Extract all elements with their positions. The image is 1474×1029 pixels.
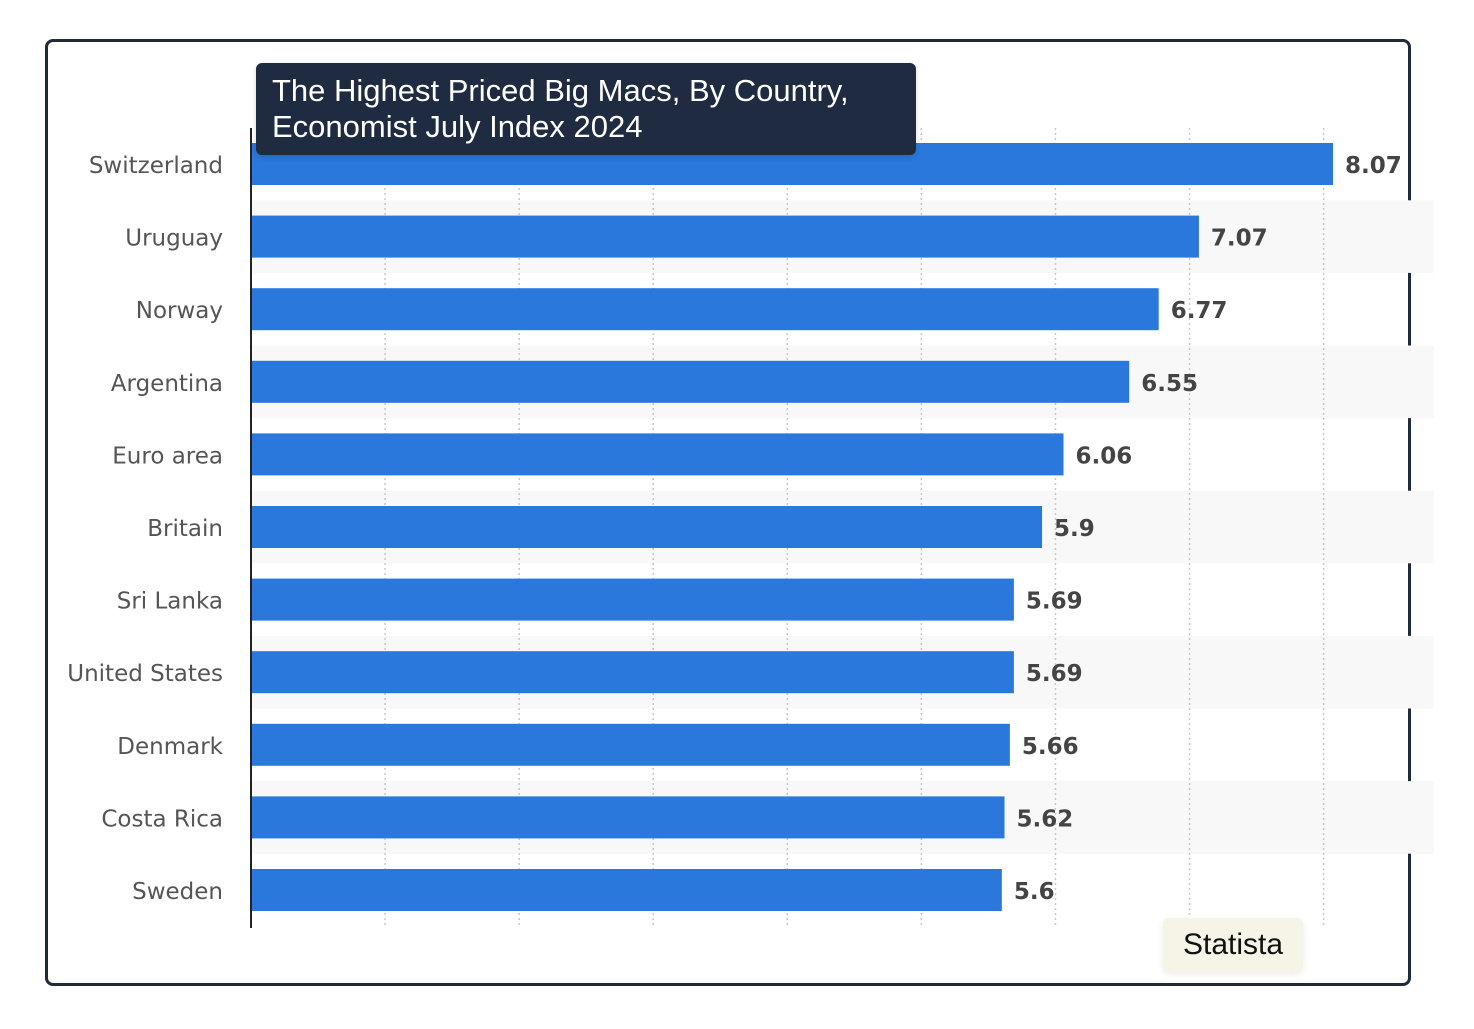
category-label: United States	[67, 661, 223, 687]
bar	[251, 433, 1064, 476]
category-label: Sweden	[132, 879, 223, 905]
category-label: Denmark	[117, 734, 223, 760]
value-label: 5.9	[1054, 516, 1095, 542]
bar	[251, 869, 1002, 911]
value-label: 7.07	[1211, 226, 1268, 252]
value-label: 5.6	[1014, 879, 1055, 905]
value-label: 5.69	[1026, 589, 1083, 615]
value-label: 5.66	[1022, 734, 1079, 760]
source-badge[interactable]: Statista	[1163, 918, 1303, 972]
bar	[251, 578, 1014, 621]
chart-title: The Highest Priced Big Macs, By Country,…	[256, 63, 916, 155]
category-label: Sri Lanka	[117, 589, 223, 615]
value-label: 6.55	[1141, 371, 1198, 397]
value-label: 5.69	[1026, 661, 1083, 687]
category-label: Switzerland	[89, 153, 223, 179]
chart-title-line-2: Economist July Index 2024	[272, 109, 643, 144]
bar	[251, 723, 1010, 766]
bar	[251, 506, 1043, 548]
value-label: 6.06	[1076, 443, 1133, 469]
category-label: Argentina	[111, 371, 223, 397]
value-label: 5.62	[1017, 806, 1074, 832]
bar	[251, 215, 1199, 258]
bar	[251, 360, 1130, 403]
category-label: Britain	[147, 516, 223, 542]
bar	[251, 288, 1159, 331]
value-label: 6.77	[1171, 298, 1228, 324]
bar	[251, 651, 1014, 694]
category-label: Costa Rica	[101, 806, 223, 832]
category-label: Uruguay	[125, 226, 223, 252]
category-label: Euro area	[112, 443, 223, 469]
chart-title-line-1: The Highest Priced Big Macs, By Country,	[272, 73, 849, 108]
category-label: Norway	[136, 298, 223, 324]
bar	[251, 796, 1005, 839]
value-label: 8.07	[1345, 153, 1402, 179]
